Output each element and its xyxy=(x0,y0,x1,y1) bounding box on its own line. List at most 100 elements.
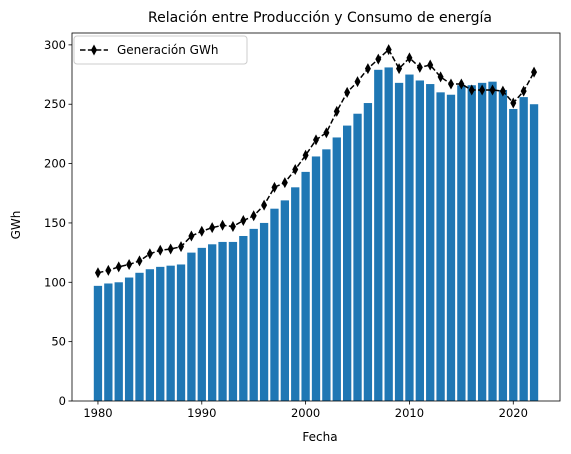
bar-1981 xyxy=(104,283,113,401)
bar-2006 xyxy=(363,103,373,401)
bar-1984 xyxy=(135,272,144,401)
line-marker-1984 xyxy=(136,255,143,267)
bar-2020 xyxy=(509,108,518,401)
bar-2016 xyxy=(467,85,476,401)
bar-1985 xyxy=(145,269,155,401)
bar-2018 xyxy=(488,81,497,402)
line-marker-2016 xyxy=(468,84,475,96)
line-marker-2011 xyxy=(416,61,423,73)
line-marker-1986 xyxy=(157,244,164,256)
line-marker-2012 xyxy=(427,59,434,71)
bar-2008 xyxy=(384,67,393,402)
y-tick-label-150: 150 xyxy=(44,216,66,230)
bar-1993 xyxy=(228,241,238,401)
line-marker-2000 xyxy=(302,149,309,161)
y-tick-label-200: 200 xyxy=(44,157,66,171)
line-marker-1991 xyxy=(209,222,216,234)
line-marker-2006 xyxy=(364,63,371,75)
line-marker-1987 xyxy=(167,243,174,255)
bar-2015 xyxy=(457,85,466,401)
y-tick-label-50: 50 xyxy=(51,335,66,349)
bar-1994 xyxy=(239,235,248,401)
bar-1980 xyxy=(93,285,103,401)
bar-2011 xyxy=(415,80,424,401)
line-marker-2013 xyxy=(437,71,444,83)
line-marker-2017 xyxy=(479,84,486,96)
bar-1988 xyxy=(176,264,186,401)
line-marker-2020 xyxy=(510,97,517,109)
bar-1998 xyxy=(280,200,290,401)
bar-1996 xyxy=(259,222,269,401)
bar-2007 xyxy=(374,69,383,402)
line-marker-1997 xyxy=(271,181,278,193)
line-marker-1989 xyxy=(188,230,195,242)
line-marker-2014 xyxy=(447,78,454,90)
x-tick-label-2000: 2000 xyxy=(291,406,320,420)
legend-entry-generacion: Generación GWh xyxy=(117,43,218,57)
line-marker-2021 xyxy=(520,85,527,97)
bar-2004 xyxy=(343,125,352,401)
line-marker-2010 xyxy=(406,52,413,64)
bar-1991 xyxy=(208,244,217,401)
line-marker-2004 xyxy=(344,86,351,98)
line-marker-2009 xyxy=(396,63,403,75)
line-marker-2005 xyxy=(354,76,361,88)
line-marker-1995 xyxy=(250,210,257,222)
y-tick-label-100: 100 xyxy=(44,275,66,289)
y-axis-label: GWh xyxy=(9,211,23,240)
bar-2014 xyxy=(446,94,456,401)
bar-1992 xyxy=(218,241,227,401)
chart-title: Relación entre Producción y Consumo de e… xyxy=(148,10,492,26)
bar-2013 xyxy=(436,92,445,401)
bar-2022 xyxy=(529,104,539,401)
line-marker-2015 xyxy=(458,78,465,90)
bar-2021 xyxy=(519,97,528,401)
line-marker-1996 xyxy=(261,199,268,211)
line-marker-1994 xyxy=(240,215,247,227)
plot-frame xyxy=(71,32,561,402)
bar-1987 xyxy=(166,265,175,401)
line-marker-1999 xyxy=(292,164,299,176)
bar-2001 xyxy=(311,156,321,401)
y-tick-label-300: 300 xyxy=(44,38,66,52)
bar-1999 xyxy=(291,187,300,401)
line-marker-2001 xyxy=(313,134,319,146)
y-tick-label-250: 250 xyxy=(44,97,66,111)
legend: Generación GWh xyxy=(73,35,248,65)
bar-2003 xyxy=(332,137,341,401)
x-tick-label-1990: 1990 xyxy=(187,406,216,420)
bar-2002 xyxy=(322,149,331,401)
bar-1983 xyxy=(124,277,134,401)
x-axis-label: Fecha xyxy=(302,430,337,444)
bar-1997 xyxy=(270,208,279,401)
axes-group: 1980 1990 2000 2010 2020 0 50 100 150 200 250 300 xyxy=(44,32,561,420)
bar-2000 xyxy=(301,171,310,401)
line-marker-1981 xyxy=(105,264,112,276)
line-marker-1985 xyxy=(146,248,153,260)
line-marker-1990 xyxy=(198,225,205,237)
line-marker-1993 xyxy=(229,221,236,232)
line-marker-1980 xyxy=(94,267,101,279)
line-marker-2018 xyxy=(489,84,496,96)
bar-1982 xyxy=(114,282,123,401)
line-marker-1988 xyxy=(178,241,185,253)
line-marker-2022 xyxy=(531,66,538,78)
y-tick-label-0: 0 xyxy=(59,394,66,408)
line-marker-1982 xyxy=(115,261,122,273)
bars-group xyxy=(93,67,539,402)
bar-1989 xyxy=(187,252,196,401)
line-series-group xyxy=(94,44,538,279)
legend-marker-swatch xyxy=(91,44,97,56)
line-marker-2003 xyxy=(333,105,340,117)
line-marker-1983 xyxy=(126,258,133,270)
bar-2009 xyxy=(394,82,404,402)
bar-1990 xyxy=(197,247,206,401)
x-tick-label-1980: 1980 xyxy=(83,406,112,420)
x-tick-label-2010: 2010 xyxy=(395,406,424,420)
bar-2012 xyxy=(426,84,435,402)
bar-2017 xyxy=(477,82,487,402)
bar-2005 xyxy=(353,113,362,401)
bar-1995 xyxy=(249,228,258,401)
bar-2010 xyxy=(405,74,414,402)
